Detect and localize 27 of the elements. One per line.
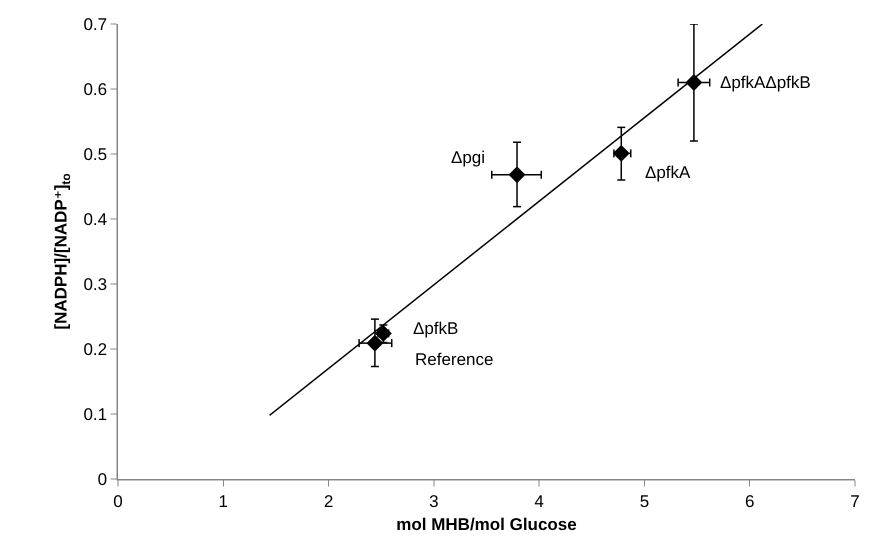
y-tick-label: 0 [98,470,108,489]
y-tick-label: 0.6 [83,80,108,99]
point [612,144,630,162]
point [374,324,392,342]
x-tick-label: 4 [534,492,544,511]
x-axis-title: mol MHB/mol Glucose [396,515,577,534]
annotation: Δpgi [451,148,486,167]
annotation: ΔpfkA [645,163,692,182]
point [366,334,384,352]
point [685,74,702,91]
x-tick-label: 3 [429,492,439,511]
y-tick-label: 0.4 [83,210,108,229]
y-tick-label: 0.1 [83,404,108,424]
y-tick-label: 0.2 [83,340,108,359]
x-tick-label: 2 [324,492,334,511]
annotation: Reference [415,350,494,369]
x-tick-label: 5 [640,492,650,511]
y-tick-label: 0.7 [83,14,108,34]
y-tick-label: 0.3 [83,274,108,294]
annotation: ΔpfkB [413,319,458,338]
x-tick-label: 1 [218,492,228,511]
y-tick-label: 0.5 [83,144,108,164]
annotation: ΔpfkAΔpfkB [720,73,811,92]
x-tick-label: 6 [744,492,754,511]
x-tick-label: 0 [113,492,123,511]
point [508,166,526,184]
x-tick-label: 7 [850,492,860,511]
